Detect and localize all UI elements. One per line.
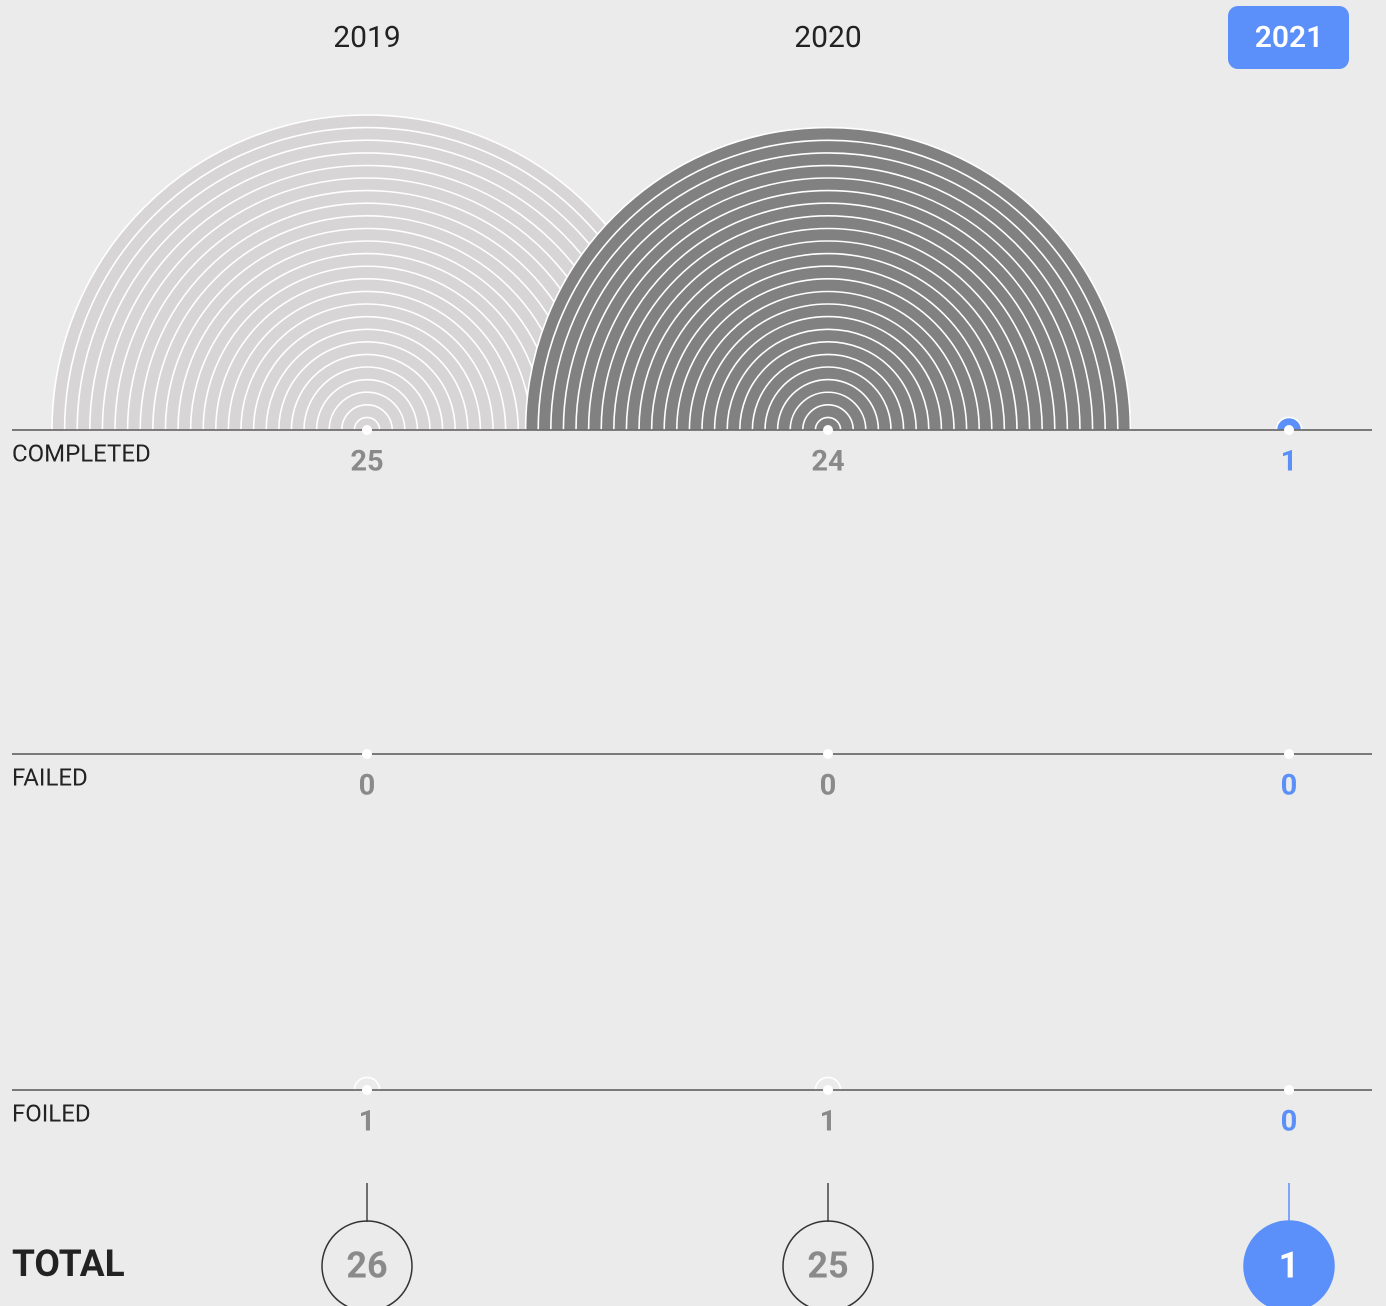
center-dot: [823, 1085, 833, 1095]
row-value: 25: [350, 445, 383, 479]
arc: [814, 416, 842, 431]
center-dot: [1284, 425, 1294, 435]
total-label: TOTAL: [12, 1243, 125, 1286]
row-label: FAILED: [12, 763, 88, 791]
arc-group: [353, 1076, 381, 1091]
total-value: 1: [1279, 1245, 1300, 1287]
arc: [353, 416, 381, 431]
arc-group: [524, 126, 1132, 431]
center-dot: [362, 425, 372, 435]
row-label: COMPLETED: [12, 439, 151, 467]
row-value: 1: [1281, 445, 1298, 479]
total-value: 25: [807, 1245, 848, 1287]
arc-group: [814, 1076, 842, 1091]
total-value: 26: [346, 1245, 387, 1287]
center-dot: [1284, 1085, 1294, 1095]
total-circle: [782, 1220, 874, 1306]
center-dot: [823, 749, 833, 759]
year-tab[interactable]: 2019: [333, 20, 400, 55]
total-circle: [1243, 1220, 1335, 1306]
row-value: 0: [820, 769, 837, 803]
row-value: 1: [359, 1105, 376, 1139]
row-value: 0: [1281, 1105, 1298, 1139]
center-dot: [1284, 749, 1294, 759]
row-value: 1: [820, 1105, 837, 1139]
arc: [814, 1076, 842, 1091]
center-dot: [823, 425, 833, 435]
year-tab[interactable]: 2020: [794, 20, 861, 55]
row-value: 24: [811, 445, 844, 479]
total-circle: [321, 1220, 413, 1306]
year-tab-selected[interactable]: [1228, 6, 1349, 69]
arc-group: [1275, 416, 1303, 431]
row-value: 0: [1281, 769, 1298, 803]
center-dot: [362, 1085, 372, 1095]
arc: [1275, 416, 1303, 431]
row-value: 0: [359, 769, 376, 803]
year-tab[interactable]: 2021: [1255, 20, 1324, 55]
center-dot: [362, 749, 372, 759]
arc: [353, 1076, 381, 1091]
row-label: FOILED: [12, 1099, 91, 1127]
arc-group: [51, 114, 683, 431]
